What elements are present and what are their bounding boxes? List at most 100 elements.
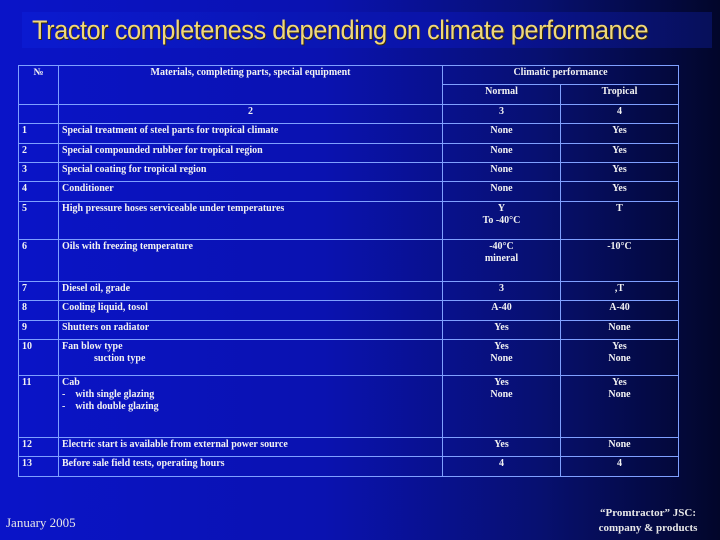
colnum-1: 1 — [18, 103, 59, 125]
row-number: 1 — [18, 123, 59, 144]
slide-title: Tractor completeness depending on climat… — [32, 15, 649, 45]
header-materials: Materials, completing parts, special equ… — [58, 65, 443, 105]
row-tropical: 4 — [559, 456, 680, 477]
row-normal: None — [442, 181, 561, 202]
row-tropical: ,T — [559, 280, 680, 302]
row-normal: Yes None — [442, 339, 561, 377]
row-tropical: Yes — [559, 142, 680, 164]
row-tropical: -10°C — [559, 238, 680, 282]
row-tropical: Yes None — [559, 339, 680, 377]
row-material: High pressure hoses serviceable under te… — [58, 200, 443, 240]
row-number: 11 — [18, 375, 59, 439]
table-row: 4 Conditioner None Yes — [18, 181, 680, 202]
table-row: 12 Electric start is available from exte… — [18, 437, 680, 458]
footer-company-line2: company & products — [598, 522, 698, 534]
row-material: Special coating for tropical region — [58, 162, 443, 183]
row-material: Shutters on radiator — [58, 319, 443, 341]
row-number: 12 — [18, 437, 59, 458]
table-row: 3 Special coating for tropical region No… — [18, 162, 680, 183]
row-number: 8 — [18, 300, 59, 321]
title-bar — [22, 12, 712, 48]
header-no: № — [18, 65, 59, 105]
row-tropical: None — [559, 437, 680, 458]
row-tropical: Yes — [559, 162, 680, 183]
row-normal: Yes — [442, 437, 561, 458]
colnum-4: 4 — [559, 103, 680, 125]
row-normal: Y To -40°C — [442, 200, 561, 240]
row-number: 3 — [18, 162, 59, 183]
row-material-line2: suction type — [94, 353, 146, 365]
row-tropical: Yes None — [559, 375, 680, 439]
row-normal-line1: Yes — [494, 341, 509, 353]
row-normal: None — [442, 162, 561, 183]
row-normal: Yes None — [442, 375, 561, 439]
row-number: 10 — [18, 339, 59, 377]
row-material-line2: - with single glazing — [62, 389, 155, 401]
row-number: 7 — [18, 280, 59, 302]
row-material-line3: - with double glazing — [62, 401, 159, 413]
table-row: 13 Before sale field tests, operating ho… — [18, 456, 680, 477]
row-tropical-line2: None — [608, 353, 631, 365]
row-tropical: None — [559, 319, 680, 341]
row-number: 2 — [18, 142, 59, 164]
row-tropical: Yes — [559, 123, 680, 144]
row-tropical-line1: Yes — [612, 341, 627, 353]
row-material: Before sale field tests, operating hours — [58, 456, 443, 477]
header-climatic: Climatic performance — [441, 64, 680, 86]
row-material: Fan blow type suction type — [58, 339, 443, 377]
row-material: Special treatment of steel parts for tro… — [58, 123, 443, 144]
row-tropical-line2: None — [608, 389, 631, 401]
footer-company: “Promtractor” JSC: company & products — [586, 506, 710, 536]
table-header-row: № Materials, completing parts, special e… — [18, 64, 680, 105]
footer-company-line1: “Promtractor” JSC: — [599, 507, 696, 519]
row-material: Cab - with single glazing - with double … — [58, 375, 443, 439]
table-colnum-row: 1 2 3 4 — [18, 103, 680, 125]
spec-table: № Materials, completing parts, special e… — [18, 64, 680, 477]
row-number: 9 — [18, 319, 59, 341]
colnum-3: 3 — [442, 103, 561, 125]
row-tropical-line1: Yes — [612, 377, 627, 389]
header-normal: Normal — [442, 84, 561, 105]
table-subheader-row: Normal Tropical — [19, 84, 680, 105]
row-normal: 3 — [442, 280, 561, 302]
row-material-line1: Cab — [62, 377, 80, 389]
table-row: 6 Oils with freezing temperature -40°C m… — [18, 238, 680, 282]
row-number: 6 — [18, 238, 59, 282]
footer-date: January 2005 — [6, 515, 76, 530]
table-row: 1 Special treatment of steel parts for t… — [18, 123, 680, 144]
row-material: Oils with freezing temperature — [58, 238, 443, 282]
table-row: 8 Cooling liquid, tosol A-40 A-40 — [18, 300, 680, 321]
row-material-line1: Fan blow type — [62, 341, 123, 353]
row-material: Electric start is available from externa… — [58, 437, 443, 458]
colnum-2: 2 — [58, 103, 443, 125]
row-normal: A-40 — [442, 300, 561, 321]
header-tropical: Tropical — [559, 84, 680, 105]
table-row: 2 Special compounded rubber for tropical… — [18, 142, 680, 164]
row-normal-line1: -40°C — [489, 240, 514, 252]
table-row: 11 Cab - with single glazing - with doub… — [18, 375, 680, 439]
row-normal: None — [442, 123, 561, 144]
row-material: Conditioner — [58, 181, 443, 202]
row-normal-line1: Yes — [494, 377, 509, 389]
row-number: 4 — [18, 181, 59, 202]
table-row: 9 Shutters on radiator Yes None — [18, 319, 680, 341]
row-normal-line2: None — [490, 353, 513, 365]
row-normal-line2: mineral — [484, 252, 519, 264]
row-normal: Yes — [442, 319, 561, 341]
row-normal: 4 — [442, 456, 561, 477]
row-normal: None — [442, 142, 561, 164]
row-material: Cooling liquid, tosol — [58, 300, 443, 321]
row-tropical: A-40 — [559, 300, 680, 321]
row-normal-line2: None — [490, 389, 513, 401]
row-material: Special compounded rubber for tropical r… — [58, 142, 443, 164]
row-tropical: T — [559, 200, 680, 240]
table-row: 10 Fan blow type suction type Yes None Y… — [18, 339, 680, 377]
row-material: Diesel oil, grade — [58, 280, 443, 302]
row-number: 5 — [18, 200, 59, 240]
row-normal: -40°C mineral — [442, 238, 561, 282]
table-row: 5 High pressure hoses serviceable under … — [18, 200, 680, 240]
table-row: 7 Diesel oil, grade 3 ,T — [18, 280, 680, 302]
row-number: 13 — [18, 456, 59, 477]
row-tropical: Yes — [559, 181, 680, 202]
row-normal-line2: To -40°C — [482, 214, 521, 226]
